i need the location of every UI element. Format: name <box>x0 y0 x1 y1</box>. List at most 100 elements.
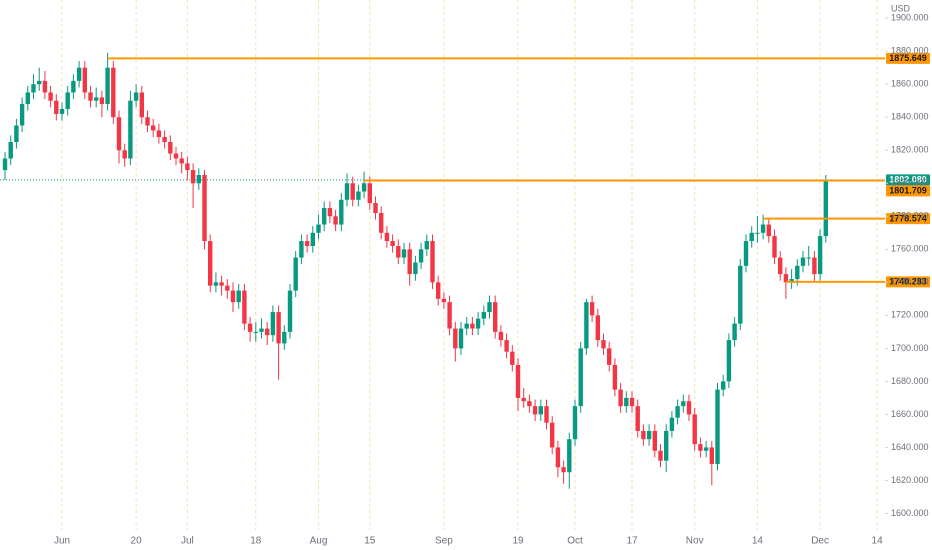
candle-body <box>738 265 743 324</box>
candle-body <box>578 348 583 407</box>
candle-body <box>561 467 566 473</box>
candle-body <box>282 331 287 344</box>
candle-body <box>322 208 327 225</box>
candle-body <box>390 241 395 247</box>
y-tick-label: 1840.000 <box>891 112 929 122</box>
candle-body <box>641 430 646 440</box>
candle-body <box>424 241 429 250</box>
x-tick-label: 19 <box>512 536 524 547</box>
y-tick-label: 1880.000 <box>891 46 929 56</box>
candle-body <box>179 158 184 164</box>
x-tick-label: Oct <box>567 536 583 547</box>
candle-body <box>721 381 726 390</box>
candle-body <box>350 183 355 200</box>
candle-body <box>65 92 70 109</box>
candle-body <box>447 302 452 329</box>
candle-body <box>629 397 635 407</box>
price-tag <box>886 213 930 225</box>
candle-body <box>487 302 492 313</box>
candle-body <box>715 389 720 464</box>
candle-body <box>789 279 794 283</box>
candle-body <box>37 80 42 85</box>
candle-body <box>743 241 749 266</box>
candle-body <box>498 331 504 341</box>
candle-body <box>219 282 224 286</box>
price-tag <box>886 174 930 186</box>
candle-body <box>675 406 680 418</box>
candle-body <box>760 224 766 233</box>
candle-body <box>635 406 640 431</box>
candle-body <box>304 241 310 247</box>
candle-body <box>116 117 122 151</box>
candle-body <box>156 130 162 138</box>
candle-body <box>407 249 412 275</box>
candle-body <box>270 312 276 336</box>
candle-body <box>823 179 828 237</box>
y-tick-label: 1620.000 <box>891 475 929 485</box>
candle-body <box>493 302 498 332</box>
candle-body <box>293 257 298 291</box>
candle-body <box>470 323 475 329</box>
candle-body <box>396 246 401 258</box>
candle-body <box>236 290 241 303</box>
price-tag <box>886 185 930 197</box>
x-tick-label: 14 <box>752 536 764 547</box>
candle-body <box>658 450 663 461</box>
candle-body <box>601 340 606 349</box>
candle-body <box>646 430 652 440</box>
candle-body <box>128 100 133 159</box>
candle-body <box>441 298 447 303</box>
candle-body <box>8 141 13 159</box>
candle-body <box>339 199 344 225</box>
candle-body <box>384 232 390 242</box>
y-tick-label: 1680.000 <box>891 376 929 386</box>
candle-body <box>42 80 48 93</box>
candle-body <box>515 364 521 398</box>
candle-body <box>162 137 167 142</box>
candle-body <box>196 175 201 184</box>
candle-body <box>48 92 53 101</box>
candle-body <box>316 224 321 233</box>
candle-body <box>253 331 258 333</box>
candle-body <box>595 315 600 341</box>
candle-body <box>88 92 93 101</box>
x-tick-label: 18 <box>250 536 262 547</box>
candle-body <box>709 447 714 464</box>
candle-body <box>202 175 207 242</box>
price-tag-label: 1801.709 <box>889 186 927 196</box>
candle-body <box>145 117 150 126</box>
candle-body <box>755 232 760 234</box>
candle-body <box>327 208 333 217</box>
candle-body <box>185 163 190 171</box>
candle-body <box>430 241 435 283</box>
candle-body <box>367 183 372 204</box>
candle-body <box>133 92 139 101</box>
x-tick-label: Aug <box>310 536 328 547</box>
candle-body <box>475 318 481 329</box>
candle-body <box>664 430 669 461</box>
y-tick-label: 1640.000 <box>891 442 929 452</box>
candle-body <box>259 328 264 332</box>
candle-body <box>247 323 253 332</box>
currency-label: USD <box>891 3 911 13</box>
candle-body <box>817 236 823 275</box>
candle-body <box>669 417 675 431</box>
candle-body <box>139 92 144 118</box>
candle-body <box>584 302 589 349</box>
candle-body <box>99 97 105 105</box>
candle-body <box>82 67 87 93</box>
candle-body <box>310 232 315 247</box>
candle-body <box>618 389 623 407</box>
candle-body <box>122 150 127 159</box>
y-tick-label: 1700.000 <box>891 343 929 353</box>
y-tick-label: 1900.000 <box>891 13 929 23</box>
candle-body <box>698 444 703 451</box>
candle-body <box>681 401 686 407</box>
candle-body <box>778 257 783 275</box>
price-tag-label: 1740.283 <box>889 277 927 287</box>
candle-body <box>413 262 418 275</box>
candle-body <box>726 340 732 382</box>
x-tick-label: Nov <box>686 536 704 547</box>
